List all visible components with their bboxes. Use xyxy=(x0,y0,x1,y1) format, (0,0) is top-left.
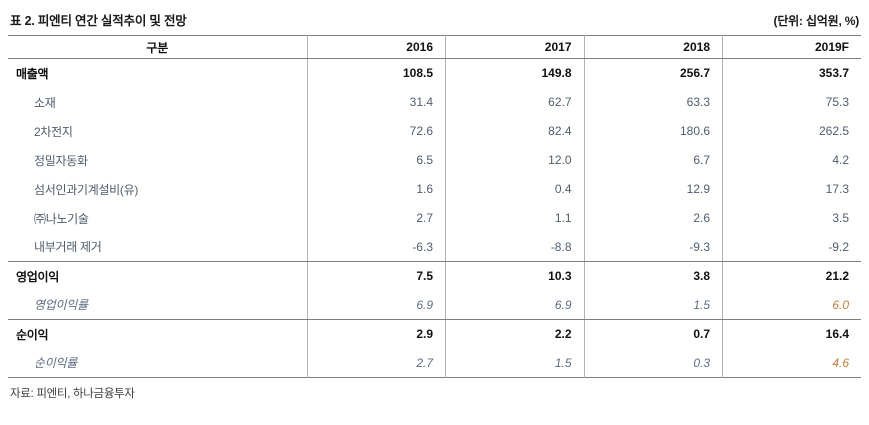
value-cell: 2.2 xyxy=(445,319,584,349)
value-cell: 3.8 xyxy=(583,261,723,291)
row-label: 영업이익률 xyxy=(8,290,307,320)
value-cell: 3.5 xyxy=(722,203,861,233)
source-note: 자료: 피엔티, 하나금융투자 xyxy=(10,388,135,400)
value-cell: 72.6 xyxy=(306,116,446,146)
value-cell: 12.0 xyxy=(445,145,584,175)
table-row: 순이익 2.9 2.2 0.7 16.4 xyxy=(8,319,861,349)
table-row: 순이익률 2.7 1.5 0.3 4.6 xyxy=(8,348,861,378)
table-title: 표 2. 피엔티 연간 실적추이 및 전망 xyxy=(10,14,187,28)
value-cell: 16.4 xyxy=(722,319,861,349)
value-cell: 1.6 xyxy=(306,174,446,204)
row-label: ㈜나노기술 xyxy=(34,211,89,226)
value-cell: 180.6 xyxy=(583,116,723,146)
value-cell: 4.2 xyxy=(722,145,861,175)
value-cell: 7.5 xyxy=(306,261,446,291)
column-header-2019f: 2019F xyxy=(722,35,861,59)
value-cell: 63.3 xyxy=(583,87,723,117)
value-cell: 6.9 xyxy=(445,290,584,320)
column-header-category: 구분 xyxy=(8,35,307,59)
value-cell: 256.7 xyxy=(583,58,723,88)
table-row: 2차전지 72.6 82.4 180.6 262.5 xyxy=(8,116,861,146)
row-label: 순이익 xyxy=(16,327,49,342)
row-label: 순이익률 xyxy=(34,356,77,371)
value-cell: 31.4 xyxy=(306,87,446,117)
row-label: 정밀자동화 xyxy=(34,153,88,168)
value-cell: 6.0 xyxy=(722,290,861,320)
table-row: 정밀자동화 6.5 12.0 6.7 4.2 xyxy=(8,145,861,175)
row-label: 내부거래 제거 xyxy=(8,232,307,262)
value-cell: 2.7 xyxy=(306,348,446,378)
value-cell: 0.4 xyxy=(445,174,584,204)
table-row: 영업이익률 6.9 6.9 1.5 6.0 xyxy=(8,290,861,320)
value-cell: 149.8 xyxy=(445,58,584,88)
value-cell: 0.7 xyxy=(583,319,723,349)
value-cell: 262.5 xyxy=(722,116,861,146)
value-cell: 21.2 xyxy=(722,261,861,291)
value-cell: 62.7 xyxy=(445,87,584,117)
value-cell: 1.1 xyxy=(445,203,584,233)
header-row: 구분 2016 2017 2018 2019F xyxy=(8,35,861,59)
value-cell: -8.8 xyxy=(445,232,584,262)
value-cell: 1.5 xyxy=(445,348,584,378)
table-body: 매출액 108.5 149.8 256.7 353.7 소재 31.4 62.7 63.3 75.… xyxy=(8,58,861,378)
value-cell: -9.2 xyxy=(722,232,861,262)
column-header-2018: 2018 xyxy=(583,35,723,59)
value-cell: -6.3 xyxy=(306,232,446,262)
value-cell: 1.5 xyxy=(583,290,723,320)
value-cell: 4.6 xyxy=(722,348,861,378)
column-header-2016: 2016 xyxy=(306,35,446,59)
value-cell: 12.9 xyxy=(583,174,723,204)
value-cell: 17.3 xyxy=(722,174,861,204)
row-label: 소재 xyxy=(34,95,56,110)
table-row: 소재 31.4 62.7 63.3 75.3 xyxy=(8,87,861,117)
table-row: 매출액 108.5 149.8 256.7 353.7 xyxy=(8,58,861,88)
value-cell: 75.3 xyxy=(722,87,861,117)
unit-note: (단위: 십억원, %) xyxy=(773,14,860,28)
table-row: 영업이익 7.5 10.3 3.8 21.2 xyxy=(8,261,861,291)
value-cell: -9.3 xyxy=(583,232,723,262)
financial-table: 구분 2016 2017 2018 2019F 매출액 108.5 149.8 256… xyxy=(8,35,861,378)
value-cell: 2.7 xyxy=(306,203,446,233)
value-cell: 108.5 xyxy=(306,58,446,88)
row-label: 2차전지 xyxy=(34,124,73,139)
table-row: 내부거래 제거 -6.3 -8.8 -9.3 -9.2 xyxy=(8,232,861,262)
value-cell: 2.9 xyxy=(306,319,446,349)
table-row: 섬서인과기계설비(유) 1.6 0.4 12.9 17.3 xyxy=(8,174,861,204)
value-cell: 82.4 xyxy=(445,116,584,146)
value-cell: 0.3 xyxy=(583,348,723,378)
value-cell: 2.6 xyxy=(583,203,723,233)
value-cell: 6.5 xyxy=(306,145,446,175)
row-label: 영업이익 xyxy=(16,269,59,284)
row-label: 섬서인과기계설비(유) xyxy=(34,182,139,197)
row-label: 매출액 xyxy=(16,66,49,81)
value-cell: 10.3 xyxy=(445,261,584,291)
report-table-page: 표 2. 피엔티 연간 실적추이 및 전망 (단위: 십억원, %) 구분 20… xyxy=(8,8,861,400)
table-row: ㈜나노기술 2.7 1.1 2.6 3.5 xyxy=(8,203,861,233)
table-title-bar: 표 2. 피엔티 연간 실적추이 및 전망 (단위: 십억원, %) xyxy=(8,8,861,35)
value-cell: 6.7 xyxy=(583,145,723,175)
column-header-2017: 2017 xyxy=(445,35,584,59)
value-cell: 353.7 xyxy=(722,58,861,88)
value-cell: 6.9 xyxy=(306,290,446,320)
